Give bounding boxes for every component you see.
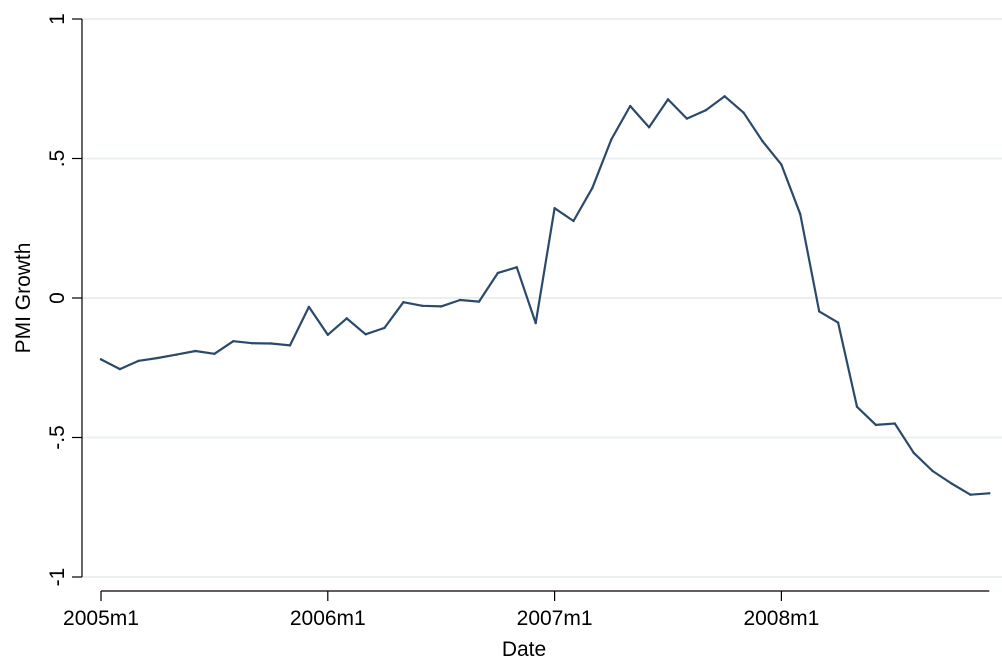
data-point [118,367,122,371]
y-tick-label: -1 [46,568,69,587]
data-point [874,423,878,427]
data-point [647,126,651,129]
data-point [213,352,216,355]
data-point [194,349,197,353]
data-point [288,344,292,347]
data-point [704,109,707,112]
data-point [345,317,348,320]
data-point [893,422,896,425]
data-point [477,300,481,303]
data-point [251,341,254,345]
data-point [591,186,594,189]
data-point [269,342,273,345]
gridlines [82,18,1002,578]
y-tick-label: .5 [46,150,69,168]
y-tick-label: 1 [46,13,69,25]
y-tick-label: 0 [46,292,69,304]
data-point [175,353,178,356]
axis-labels: -1 -.5 0 .5 1 2005m1 2006m1 2007m1 2008m1 [46,13,819,630]
data-point [780,163,783,166]
data-point [440,305,443,308]
x-tick-label: 2005m1 [63,607,139,630]
x-tick-label: 2006m1 [290,607,366,630]
data-point [364,333,367,336]
data-point [761,140,764,143]
data-series [99,95,991,496]
data-point [723,95,726,98]
x-axis-title: Date [502,638,546,661]
data-point [836,321,840,324]
data-point [496,271,500,275]
y-axis-title: PMI Growth [12,243,35,354]
data-point [799,213,802,216]
data-point [232,340,235,343]
data-point [629,104,632,108]
x-tick-label: 2007m1 [517,607,593,630]
data-point [969,493,972,496]
axes [72,18,990,601]
data-point [383,326,386,330]
data-point [307,305,311,309]
x-tick-label: 2008m1 [743,607,819,630]
data-point [458,298,462,302]
data-point [515,266,518,269]
data-point [572,219,575,223]
data-point [402,300,405,304]
data-point [855,405,859,409]
data-point [818,310,821,313]
data-point [99,358,103,361]
data-point [421,304,424,308]
data-point [553,206,556,210]
data-point [137,359,140,362]
data-point [742,111,745,114]
data-point [534,321,537,325]
data-point [988,492,991,495]
data-point [610,138,613,141]
data-point [326,333,329,337]
data-point [950,482,953,485]
data-point [912,451,915,455]
data-point [666,98,670,101]
data-point [156,356,159,360]
series-line [99,95,991,496]
y-tick-label: -.5 [46,425,69,450]
data-point [931,469,934,473]
data-point [685,117,689,120]
